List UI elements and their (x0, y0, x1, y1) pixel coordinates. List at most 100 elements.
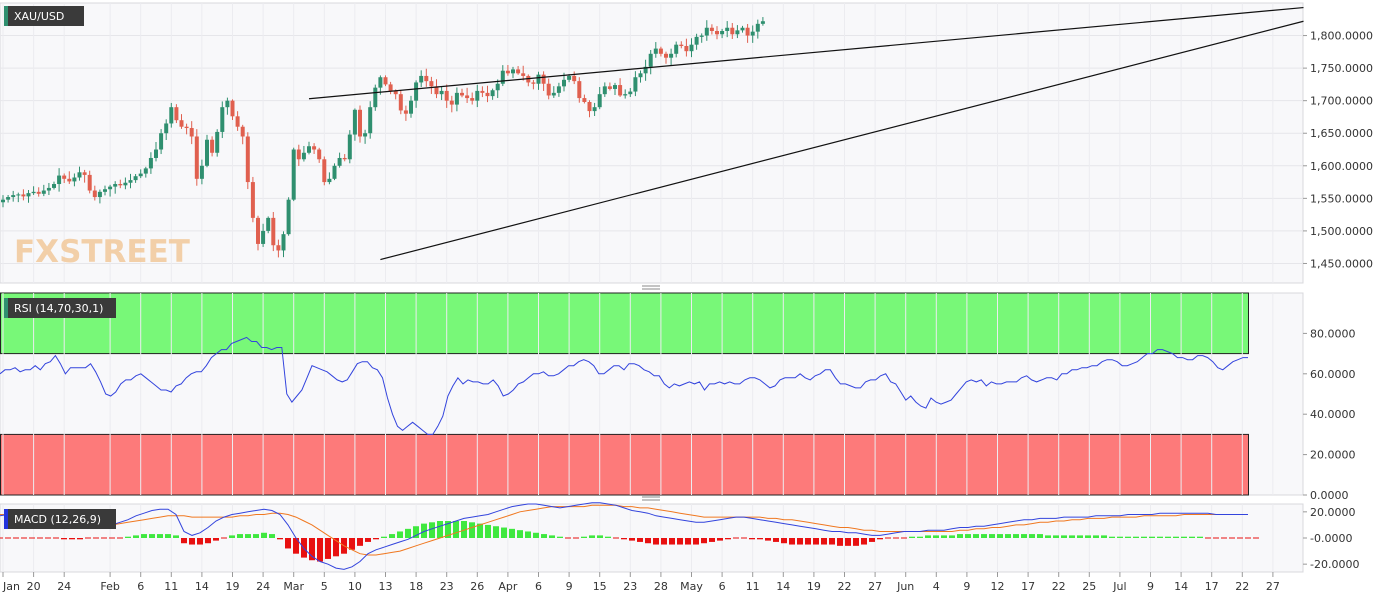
price-grid (0, 3, 1303, 283)
macd-hist-bar (1125, 536, 1131, 538)
candle-down (664, 51, 668, 64)
pane-resize-handle-1[interactable] (642, 285, 660, 290)
trendline (380, 20, 1304, 261)
candle-down (317, 147, 322, 163)
macd-hist-bar (317, 538, 323, 562)
candle-up (307, 141, 311, 155)
macd-hist-bar (1141, 536, 1147, 538)
x-tick-label: 27 (868, 580, 882, 593)
candle-up (169, 102, 174, 128)
candle-down (92, 185, 97, 201)
x-tick-label: 9 (566, 580, 573, 593)
candle-up (755, 19, 760, 39)
macd-hist-bar (461, 521, 467, 538)
candle-up (347, 130, 352, 164)
candle-up (373, 84, 378, 111)
macd-hist-bar (677, 538, 683, 545)
rsi-oversold-zone (0, 433, 1249, 496)
macd-hist-bar (1101, 535, 1107, 538)
candle-down (745, 23, 750, 43)
macd-hist-bar (125, 536, 131, 538)
macd-hist-bar (909, 536, 915, 538)
macd-hist-bar (829, 538, 835, 545)
macd-hist-bar (1077, 535, 1083, 538)
price-ytick-label: 1,550.0000 (1310, 192, 1373, 205)
price-legend: XAU/USD (4, 6, 84, 26)
x-tick-label: Jul (1112, 580, 1126, 593)
candle-up (495, 79, 500, 99)
candle-up (72, 173, 77, 187)
rsi-overbought-zone (0, 292, 1249, 355)
x-tick-label: 14 (1174, 580, 1188, 593)
candle-down (531, 79, 536, 90)
macd-hist-bar (605, 536, 611, 538)
macd-hist-bar (533, 532, 539, 538)
candle-down (256, 215, 260, 251)
macd-hist-bar (277, 538, 283, 540)
macd-hist-bar (93, 537, 99, 539)
pane-resize-handle-2[interactable] (642, 496, 660, 501)
x-tick-label: 19 (807, 580, 821, 593)
macd-hist-bar (933, 535, 939, 538)
macd-hist-bar (181, 538, 187, 544)
x-tick-label: Jun (896, 580, 914, 593)
macd-hist-bar (133, 535, 139, 538)
macd-hist-bar (1181, 536, 1187, 538)
candle-down (449, 95, 454, 113)
candle-down (679, 41, 684, 49)
x-tick-label: 28 (654, 580, 668, 593)
x-tick-label: 20 (27, 580, 41, 593)
macd-hist-bar (373, 538, 379, 540)
macd-hist-bar (245, 534, 251, 538)
price-pane: 1,800.0000 1,750.0000 1,700.0000 1,650.0000… (0, 2, 1373, 284)
macd-hist-bar (549, 535, 555, 538)
macd-hist-bar (1085, 535, 1091, 538)
rsi-ytick-label: 60.0000 (1310, 368, 1356, 381)
candle-up (500, 65, 505, 87)
macd-legend-box (4, 509, 116, 529)
candle-up (327, 172, 332, 185)
price-ytick-label: 1,750.0000 (1310, 62, 1373, 75)
macd-hist-bar (197, 538, 203, 545)
candle-down (460, 88, 464, 98)
candle-up (551, 86, 556, 98)
candle-up (414, 80, 419, 108)
candle-down (658, 46, 663, 57)
macd-hist-bar (789, 538, 795, 545)
candle-up (699, 33, 704, 43)
candle-down (424, 68, 429, 87)
x-tick-label: 12 (991, 580, 1005, 593)
macd-hist-bar (1189, 536, 1195, 538)
candle-down (505, 65, 510, 76)
rsi-line (0, 336, 1248, 435)
macd-hist-bar (629, 538, 635, 541)
rsi-ytick-label: 0.0000 (1310, 489, 1349, 502)
candle-down (296, 144, 301, 166)
x-tick-label: 22 (1052, 580, 1066, 593)
candle-up (291, 147, 296, 202)
macd-hist-bar (861, 538, 867, 545)
macd-hist-bar (1037, 534, 1043, 538)
macd-hist-bar (893, 537, 899, 539)
candle-up (6, 194, 11, 203)
macd-hist-bar (773, 538, 779, 542)
candle-down (230, 99, 235, 120)
macd-hist-bar (941, 535, 947, 538)
price-ytick-label: 1,700.0000 (1310, 95, 1373, 108)
macd-hist-bar (1109, 536, 1115, 538)
rsi-legend: RSI (14,70,30,1) (4, 298, 116, 318)
macd-hist-bar (1061, 535, 1067, 538)
macd-hist-bar (349, 538, 355, 550)
macd-hist-bar (189, 538, 195, 545)
candle-up (363, 129, 368, 144)
x-tick-label: 6 (137, 580, 144, 593)
macd-hist-bar (77, 538, 83, 540)
price-ytick-label: 1,500.0000 (1310, 225, 1373, 238)
macd-hist-bar (29, 537, 35, 539)
candle-up (648, 49, 653, 75)
candle-down (521, 65, 526, 81)
x-tick-label: 24 (256, 580, 270, 593)
macd-hist-bar (1165, 536, 1171, 538)
macd-hist-bar (1069, 535, 1075, 538)
